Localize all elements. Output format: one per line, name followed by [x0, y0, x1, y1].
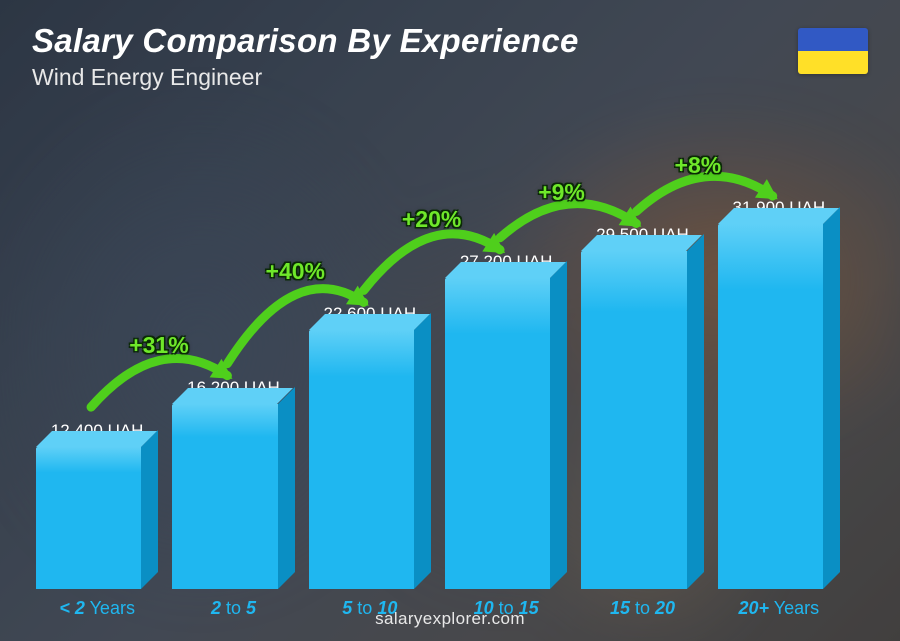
ukraine-flag-icon: [798, 28, 868, 74]
bar-chart: 12,400 UAH< 2 Years16,200 UAH2 to 522,60…: [36, 109, 840, 589]
flag-top-band: [798, 28, 868, 51]
pct-change-label: +8%: [675, 152, 722, 179]
pct-change-label: +9%: [538, 179, 585, 206]
footer-attribution: salaryexplorer.com: [0, 609, 900, 629]
flag-bottom-band: [798, 51, 868, 74]
chart-title: Salary Comparison By Experience: [32, 22, 579, 60]
pct-change-label: +31%: [129, 332, 188, 359]
pct-change-label: +40%: [266, 258, 325, 285]
chart-header: Salary Comparison By Experience Wind Ene…: [32, 22, 579, 91]
pct-change-label: +20%: [402, 206, 461, 233]
chart-subtitle: Wind Energy Engineer: [32, 64, 579, 91]
